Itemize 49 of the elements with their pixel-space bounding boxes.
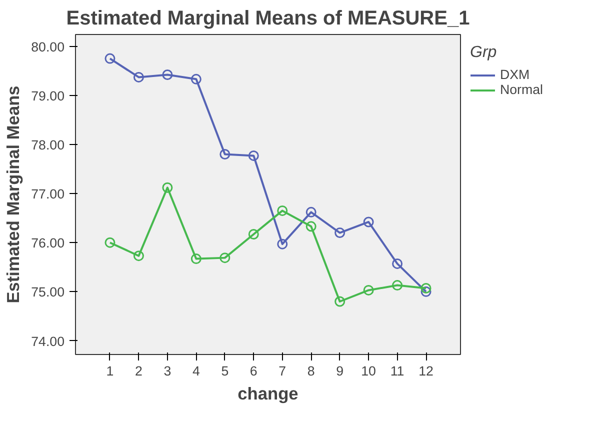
y-tick-label: 77.00 [31, 186, 65, 202]
y-tick-label: 79.00 [31, 88, 65, 104]
point [334, 228, 346, 238]
y-tick-label: 74.00 [31, 334, 65, 349]
x-tick-label: 10 [361, 364, 376, 378]
x-tick-label: 11 [390, 364, 404, 378]
x-axis-title: change [238, 384, 299, 404]
x-tick-label: 12 [418, 364, 434, 378]
point [248, 150, 259, 161]
point [363, 216, 374, 228]
x-tick-label: 9 [336, 364, 344, 378]
y-tick-label: 78.00 [31, 137, 65, 152]
point [306, 221, 316, 232]
point [162, 182, 173, 193]
x-tick-label: 2 [135, 364, 142, 378]
x-tick-label: 5 [221, 364, 229, 378]
x-tick-label: 4 [192, 364, 200, 378]
point [190, 254, 202, 264]
x-tick-label: 6 [250, 364, 258, 378]
legend-label: DXM [500, 67, 530, 82]
point [162, 70, 173, 80]
point [392, 280, 403, 291]
point [334, 296, 346, 307]
y-tick-label: 80.00 [31, 39, 65, 54]
y-tick-label: 75.00 [31, 284, 65, 300]
point [220, 149, 230, 160]
point [190, 74, 202, 84]
point [420, 283, 432, 294]
point [277, 238, 288, 250]
x-tick-label: 3 [164, 364, 172, 378]
chart-title: Estimated Marginal Means of MEASURE_1 [66, 8, 470, 30]
y-tick-label: 76.00 [31, 236, 65, 251]
y-axis-title: Estimated Marginal Means [3, 86, 24, 304]
point [104, 53, 116, 64]
point [248, 229, 259, 240]
legend-label: Normal [500, 82, 543, 97]
legend-title: Grp [470, 44, 498, 62]
point [392, 258, 403, 269]
point [420, 286, 432, 297]
point [306, 206, 316, 218]
x-tick-label: 7 [278, 364, 286, 378]
point [133, 250, 144, 262]
point [133, 72, 144, 82]
point [363, 284, 374, 296]
point [220, 252, 230, 264]
x-tick-label: 8 [307, 364, 315, 378]
x-tick-label: 1 [106, 364, 114, 378]
point [104, 237, 116, 248]
point [277, 205, 288, 216]
